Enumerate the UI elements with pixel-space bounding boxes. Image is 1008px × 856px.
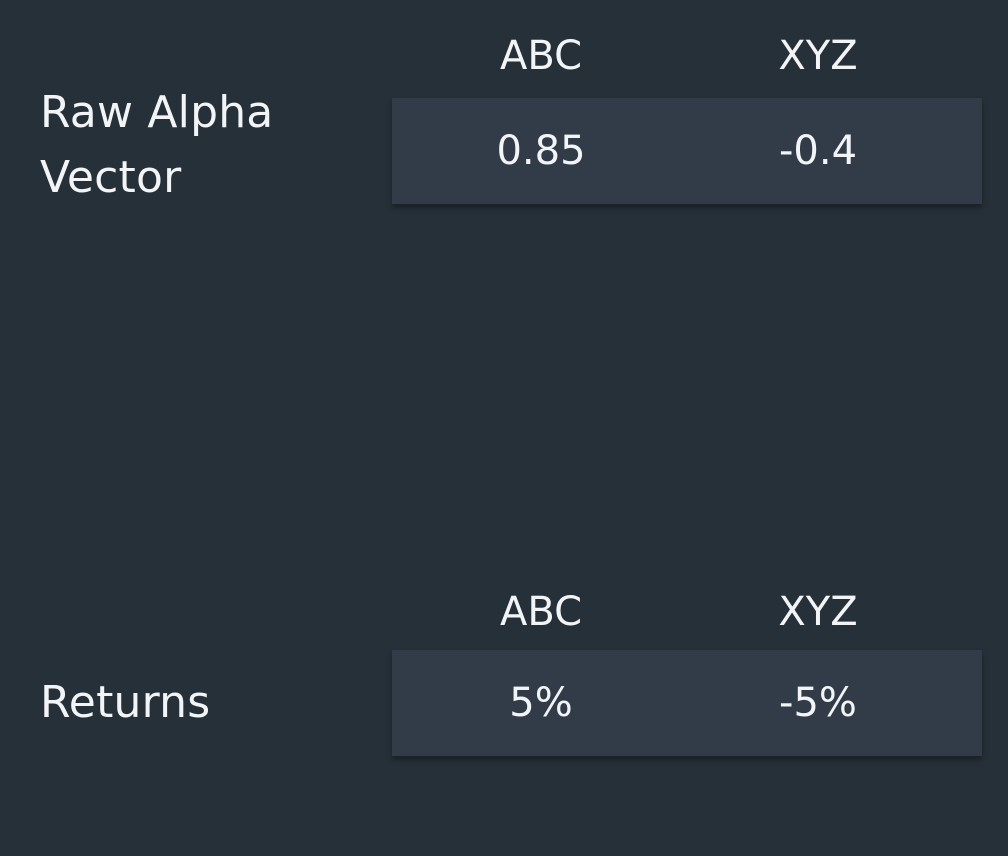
value-cell-xyz: -0.4 [778,128,858,174]
returns-label: Returns [40,677,211,728]
raw-alpha-vector-table: Raw Alpha Vector ABC XYZ 0.85 -0.4 [0,0,1008,260]
raw-alpha-vector-label: Raw Alpha Vector [40,87,274,203]
returns-table: Returns ABC XYZ 5% -5% [0,560,1008,820]
value-cell-abc: 5% [509,680,573,726]
value-cell-xyz: -5% [779,680,857,726]
returns-values-row: 5% -5% [392,650,982,756]
value-cell-abc: 0.85 [496,128,586,174]
raw-alpha-vector-values-row: 0.85 -0.4 [392,98,982,204]
column-header-xyz: XYZ [778,589,858,635]
column-header-abc: ABC [499,33,583,79]
column-header-abc: ABC [499,589,583,635]
column-header-xyz: XYZ [778,33,858,79]
